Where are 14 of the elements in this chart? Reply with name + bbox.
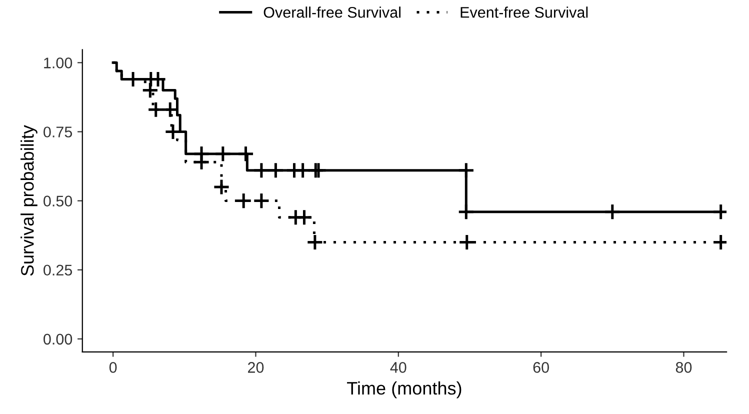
- x-tick-label: 80: [676, 362, 692, 373]
- y-tick-label: 0.75: [44, 126, 72, 138]
- y-tick-label: 1.00: [44, 58, 72, 68]
- legend-label: Overall-free Survival: [264, 6, 400, 18]
- x-tick-label: 20: [248, 362, 264, 373]
- legend-label: Event-free Survival: [460, 6, 588, 18]
- x-axis-title: Time (months): [347, 381, 462, 398]
- y-tick-label: 0.25: [44, 264, 72, 276]
- x-tick-label: 40: [390, 362, 406, 373]
- y-axis-title: Survival probability: [20, 125, 38, 276]
- x-tick-label: 60: [533, 362, 549, 373]
- x-tick-label: 0: [109, 362, 117, 373]
- y-tick-label: 0.50: [44, 196, 72, 206]
- y-tick-label: 0.00: [44, 334, 72, 345]
